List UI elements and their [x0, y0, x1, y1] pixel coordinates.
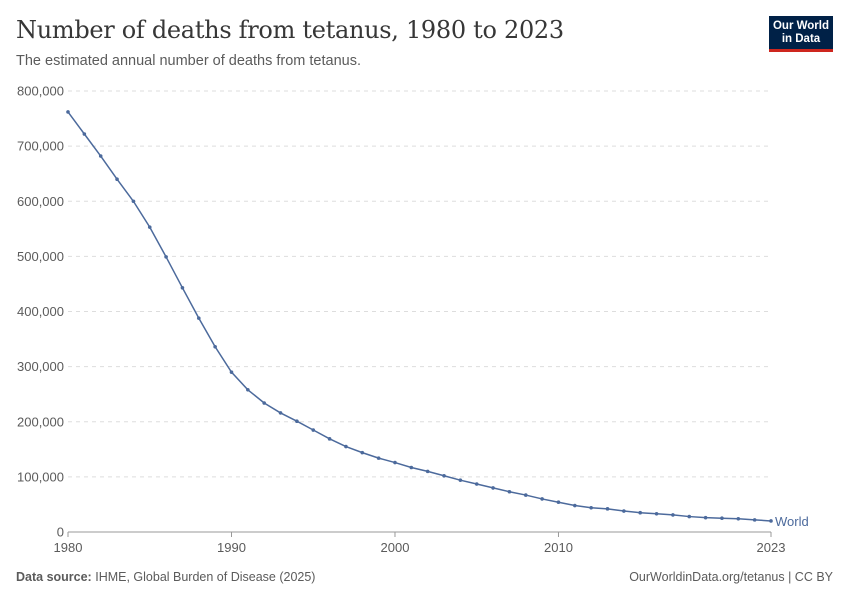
y-tick-label: 300,000 [17, 359, 64, 374]
y-tick-label: 100,000 [17, 469, 64, 484]
data-point [654, 512, 659, 516]
x-tick-label: 1990 [217, 540, 246, 555]
data-point [164, 255, 168, 259]
data-point [589, 505, 593, 510]
y-tick-label: 800,000 [17, 84, 64, 99]
chart-title: Number of deaths from tetanus, 1980 to 2… [16, 16, 564, 44]
data-point [82, 132, 87, 136]
data-point [196, 316, 201, 320]
data-point [491, 486, 495, 490]
data-point [229, 370, 234, 374]
data-point [147, 225, 152, 229]
data-point [262, 401, 266, 405]
footer-link[interactable]: OurWorldinData.org/tetanus | CC BY [629, 570, 833, 584]
data-point [769, 519, 773, 523]
series-line-world [67, 111, 772, 522]
data-point [573, 503, 577, 508]
data-point [344, 444, 348, 449]
data-point [98, 154, 103, 158]
data-point [720, 516, 724, 521]
data-point [311, 428, 316, 432]
x-tick-label: 2023 [757, 540, 786, 555]
data-point [605, 507, 610, 511]
line-chart: 0 100,000 200,000 300,000 400,000 500,000 600,… [17, 84, 809, 556]
y-tick-label: 400,000 [17, 304, 64, 319]
data-point [540, 497, 544, 501]
data-point [180, 285, 185, 290]
data-point [409, 465, 414, 470]
y-tick-label: 600,000 [17, 194, 64, 209]
y-tick-label: 200,000 [17, 414, 64, 429]
data-point [474, 482, 479, 486]
data-point [327, 437, 332, 441]
data-point [246, 387, 250, 392]
data-point [131, 199, 136, 204]
data-point [671, 513, 675, 517]
x-tick-label: 2010 [544, 540, 573, 555]
data-point [507, 489, 512, 494]
data-point [393, 460, 397, 465]
data-point [278, 411, 283, 415]
data-point [736, 516, 741, 521]
data-point [442, 473, 446, 478]
data-source: Data source: IHME, Global Burden of Dise… [16, 570, 315, 584]
data-point [752, 518, 757, 522]
data-point [360, 450, 365, 455]
data-point [376, 456, 381, 460]
data-point [687, 514, 692, 519]
data-point [213, 344, 217, 349]
series-label: World [775, 514, 809, 529]
source-label: Data source: [16, 570, 92, 584]
data-point [66, 110, 70, 114]
y-tick-label: 0 [57, 525, 64, 540]
data-point [115, 177, 119, 181]
data-point [556, 500, 561, 505]
x-tick-label: 2000 [381, 540, 410, 555]
chart-subtitle: The estimated annual number of deaths fr… [16, 53, 361, 69]
y-tick-label: 700,000 [17, 139, 64, 154]
x-tick-label: 1980 [54, 540, 83, 555]
data-point [295, 419, 299, 423]
data-point [622, 509, 626, 513]
y-tick-label: 500,000 [17, 249, 64, 264]
data-point [703, 515, 708, 520]
data-point [458, 478, 463, 482]
source-text: IHME, Global Burden of Disease (2025) [95, 570, 316, 584]
owid-logo[interactable]: Our World in Data [769, 16, 833, 52]
data-point [425, 469, 430, 474]
data-point [638, 510, 643, 515]
data-point [523, 493, 528, 497]
